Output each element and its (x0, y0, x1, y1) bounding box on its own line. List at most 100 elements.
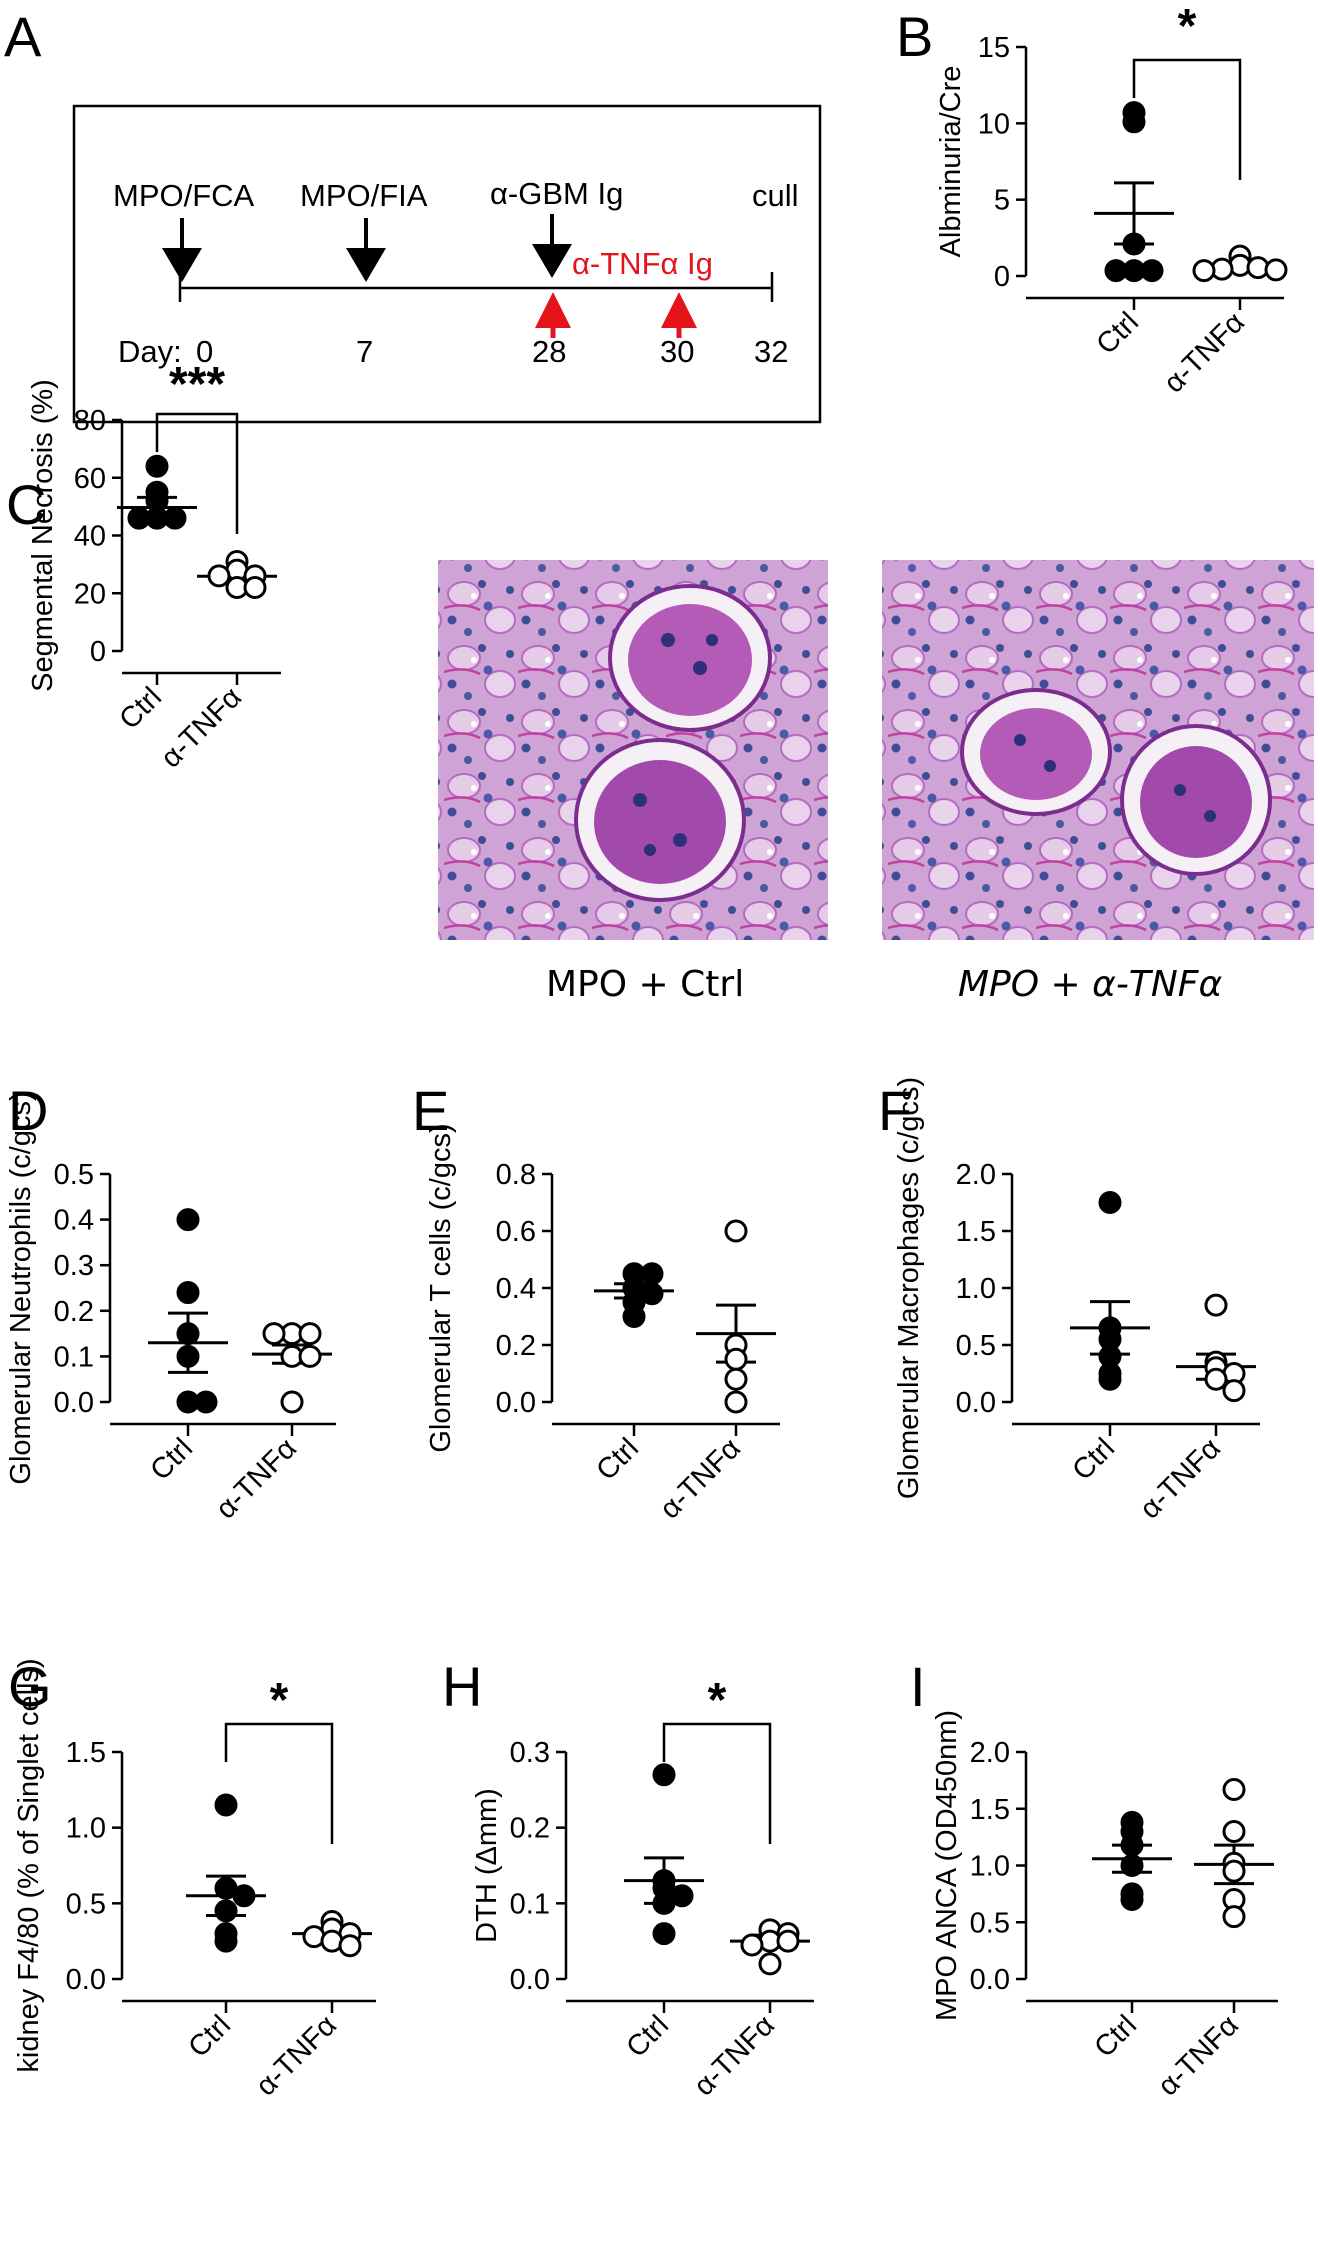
panel-label-d: D (8, 1079, 48, 1142)
data-point (176, 1208, 200, 1232)
glomerulus-tuft-icon (594, 760, 726, 884)
data-point (1222, 1379, 1246, 1403)
data-point (1222, 1819, 1246, 1843)
data-point (262, 1322, 286, 1346)
y-axis-title: Glomerular T cells (c/gcs) (425, 1123, 457, 1452)
category-label: α-TNFα (688, 2009, 781, 2102)
y-tick-label: 5 (994, 185, 1010, 217)
y-tick-label: 60 (74, 463, 106, 495)
day-tick-32: 32 (754, 334, 788, 369)
data-point (640, 1282, 664, 1306)
red-arrow-day30-icon (661, 292, 697, 328)
y-tick-label: 0 (994, 261, 1010, 293)
data-point (1120, 1854, 1144, 1877)
category-label: α-TNFα (210, 1432, 303, 1525)
glomerulus-tuft-icon (628, 604, 752, 716)
y-tick-label: 0 (90, 636, 106, 668)
data-point (724, 1367, 748, 1391)
data-point (194, 1390, 218, 1414)
y-tick-label: 0.2 (496, 1330, 536, 1362)
significance-label: * (1178, 0, 1197, 53)
glomerulus-tuft-icon (980, 708, 1092, 800)
event-label-anti-tnf: α-TNFα Ig (572, 246, 713, 281)
category-label: α-TNFα (1152, 2009, 1245, 2102)
day-label: Day: (118, 334, 182, 369)
category-label: Ctrl (1090, 306, 1145, 361)
data-point (724, 1390, 748, 1414)
panel-label-h: H (442, 1655, 482, 1718)
event-label-cull: cull (752, 178, 799, 213)
y-tick-label: 0.3 (510, 1737, 550, 1769)
y-tick-label: 0.3 (54, 1250, 94, 1282)
data-point (280, 1390, 304, 1414)
y-axis-title: DTH (Δmm) (471, 1788, 503, 1943)
panel-label-b: B (896, 5, 933, 68)
histology-ctrl (438, 560, 828, 940)
day-tick-7: 7 (356, 334, 373, 369)
data-point (622, 1305, 646, 1328)
day-tick-28: 28 (532, 334, 566, 369)
data-point (176, 1344, 200, 1368)
y-tick-label: 0.2 (54, 1296, 94, 1328)
chart-panel-e: 0.0 0.2 0.4 0.6 0.8 Ctrl α-TNFα Glomerular T ce… (425, 1123, 780, 1525)
data-point (298, 1322, 322, 1346)
data-point (338, 1934, 362, 1958)
category-label: Ctrl (1066, 1432, 1121, 1487)
category-label: Ctrl (1088, 2009, 1143, 2064)
data-point (1192, 259, 1216, 283)
y-tick-label: 1.5 (66, 1737, 106, 1769)
data-point (176, 1322, 200, 1346)
y-tick-label: 80 (74, 405, 106, 437)
y-tick-label: 0.8 (496, 1159, 536, 1191)
y-tick-label: 0.0 (54, 1387, 94, 1419)
category-label: α-TNFα (155, 681, 248, 774)
panel-label-f: F (878, 1079, 912, 1142)
data-point (214, 1899, 238, 1923)
data-point (724, 1347, 748, 1371)
significance-bracket (1132, 58, 1242, 180)
y-tick-label: 2.0 (970, 1737, 1010, 1769)
panel-label-c: C (6, 473, 46, 536)
chart-panel-b: 0 5 10 15 Ctrl α-TNFα Albminuria/Cre * (935, 0, 1288, 399)
data-point (1222, 1859, 1246, 1883)
data-point (1264, 258, 1288, 282)
category-label: Ctrl (590, 1432, 645, 1487)
y-tick-label: 0.0 (510, 1964, 550, 1996)
significance-label: * (270, 1674, 289, 1727)
arrow-day7-icon (346, 248, 386, 282)
significance-label: *** (169, 358, 225, 411)
data-point (176, 1281, 200, 1305)
category-label: α-TNFα (250, 2009, 343, 2102)
y-tick-label: 1.0 (956, 1273, 996, 1305)
category-label: α-TNFα (1158, 306, 1251, 399)
significance-bracket (155, 412, 239, 534)
y-axis-title: kidney F4/80 (% of Singlet cells) (13, 1658, 45, 2072)
category-label: α-TNFα (1134, 1432, 1227, 1525)
chart-panel-d: 0.0 0.1 0.2 0.3 0.4 0.5 Ctrl α-TNFα Glomerular N… (5, 1091, 336, 1525)
y-tick-label: 15 (978, 32, 1010, 64)
y-tick-label: 10 (978, 108, 1010, 140)
data-point (207, 564, 231, 588)
data-point (1098, 1367, 1122, 1391)
y-tick-label: 1.5 (956, 1216, 996, 1248)
event-label-mpo-fia: MPO/FIA (300, 178, 428, 213)
panel-label-e: E (412, 1079, 449, 1142)
y-tick-label: 20 (74, 578, 106, 610)
timeline-box (72, 104, 822, 424)
image-caption-anti-tnf: MPO + α-TNFα (958, 964, 1223, 1005)
category-label: α-TNFα (654, 1432, 747, 1525)
data-point (640, 1262, 664, 1286)
data-point (1120, 1833, 1144, 1857)
y-tick-label: 0.2 (510, 1813, 550, 1845)
y-tick-label: 0.1 (54, 1341, 94, 1373)
red-arrow-day28-icon (535, 292, 571, 328)
panel-label-i: I (910, 1655, 926, 1718)
data-point (145, 454, 169, 478)
category-label: Ctrl (144, 1432, 199, 1487)
data-point (1222, 1905, 1246, 1929)
data-point (652, 1763, 676, 1787)
y-tick-label: 1.0 (66, 1813, 106, 1845)
y-axis-title: Albminuria/Cre (935, 66, 967, 258)
